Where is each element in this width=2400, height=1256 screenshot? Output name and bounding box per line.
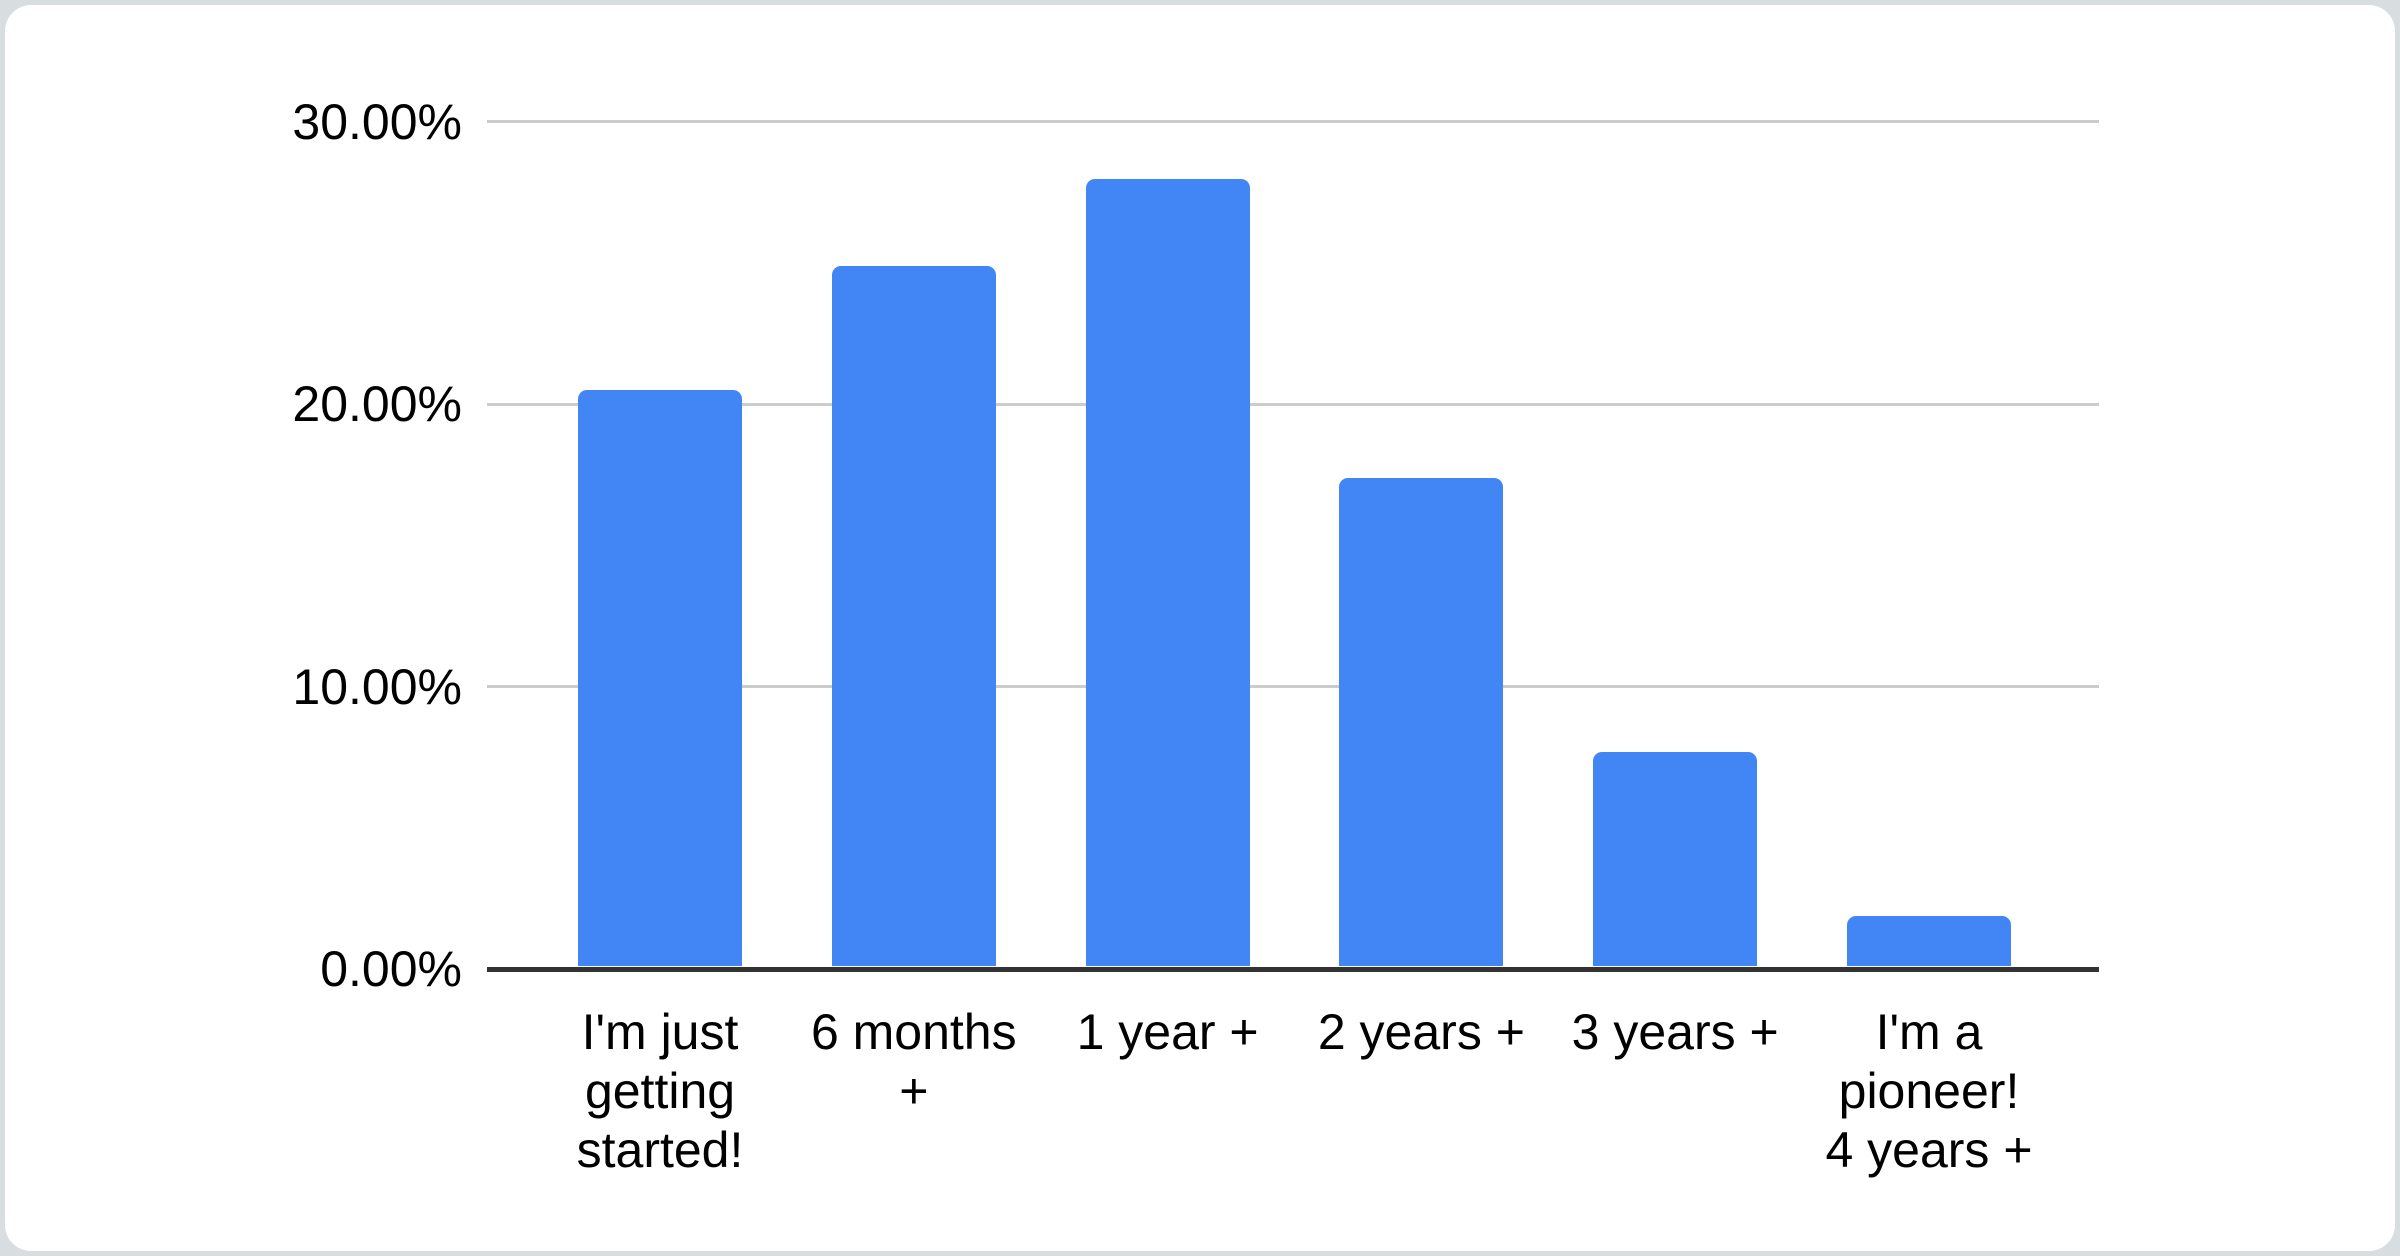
y-axis-tick-label: 0.00% <box>320 941 462 997</box>
bar-i-m-a-pioneer-4-years[interactable] <box>1847 915 2011 967</box>
x-axis-label-1-year: 1 year + <box>1008 1003 1328 1062</box>
x-axis-baseline <box>487 966 2099 972</box>
x-axis-label-3-years: 3 years + <box>1515 1003 1835 1062</box>
bar-2-years[interactable] <box>1339 477 1504 967</box>
gridline-20.00% <box>487 402 2099 406</box>
gridline-10.00% <box>487 685 2099 689</box>
x-axis-label-line: + <box>899 1063 929 1119</box>
x-axis-label-line: started! <box>576 1122 744 1178</box>
bar-3-years[interactable] <box>1593 751 1758 967</box>
x-axis-label-line: I'm a <box>1875 1004 1983 1060</box>
y-axis-tick-label: 30.00% <box>292 93 462 150</box>
x-axis-label-i-m-just-getting-started: I'm just getting started! <box>500 1003 820 1180</box>
x-axis-label-line: 2 years + <box>1317 1004 1525 1060</box>
bar-i-m-just-getting-started[interactable] <box>578 390 742 967</box>
x-axis-label-6-months: 6 months + <box>754 1003 1074 1121</box>
bar-6-months[interactable] <box>831 266 996 967</box>
x-axis-label-2-years: 2 years + <box>1261 1003 1581 1062</box>
x-axis-label-line: 6 months <box>810 1004 1017 1060</box>
x-axis-label-i-m-a-pioneer-4-years: I'm a pioneer! 4 years + <box>1769 1003 2089 1180</box>
x-axis-label-line: 1 year + <box>1076 1004 1259 1060</box>
y-axis-tick-label: 20.00% <box>292 376 462 433</box>
x-axis-label-line: 3 years + <box>1571 1004 1779 1060</box>
x-axis-label-line: pioneer! <box>1838 1063 2020 1119</box>
y-axis-tick-label: 10.00% <box>292 658 462 715</box>
x-axis-label-line: getting <box>584 1063 736 1119</box>
x-axis-label-line: I'm just <box>581 1004 739 1060</box>
gridline-30.00% <box>487 120 2099 124</box>
x-axis-label-line: 4 years + <box>1825 1122 2033 1178</box>
bar-1-year[interactable] <box>1085 178 1250 967</box>
